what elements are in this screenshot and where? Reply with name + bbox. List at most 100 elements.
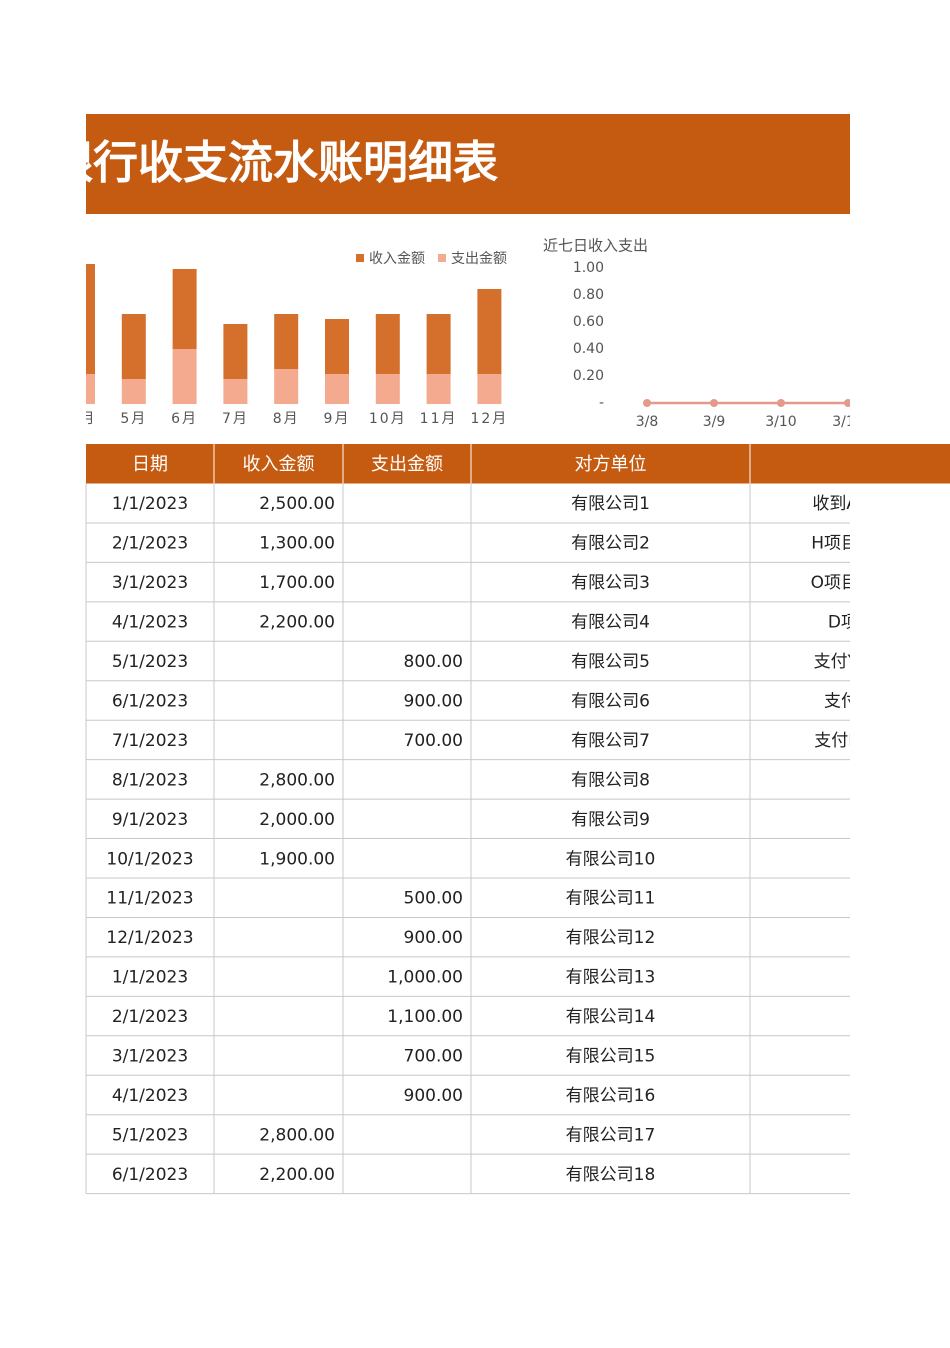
y-tick-label: 0.40 [573, 341, 604, 357]
table-cell: 支付Y [814, 652, 859, 672]
table-cell: 1,100.00 [387, 1007, 463, 1027]
table-cell: 12/1/2023 [106, 928, 193, 948]
point [844, 399, 850, 407]
table-cell: 有限公司9 [571, 810, 650, 830]
table-cell: 有限公司3 [571, 573, 650, 593]
header-cell: 对方单位 [575, 454, 647, 475]
table-cell: 6/1/2023 [112, 691, 188, 711]
table-cell: 1,900.00 [259, 849, 335, 869]
bar [426, 314, 451, 374]
table-cell: 1,000.00 [387, 968, 463, 988]
table-cell: 6/1/2023 [112, 1165, 188, 1185]
bar [86, 374, 95, 404]
table-cell: 有限公司2 [571, 534, 650, 554]
point [777, 399, 785, 407]
table-cell: 2/1/2023 [112, 1007, 188, 1027]
table-header-bg [86, 444, 950, 484]
table-cell: 有限公司16 [566, 1086, 656, 1106]
table-cell: 10/1/2023 [106, 849, 193, 869]
header-cell: 支出金额 [371, 454, 443, 475]
y-tick-label: 0.20 [573, 368, 604, 384]
bar-chart: 4月 5月 6月 7月 8月 9月 10月 11月 12月 收入金额 支出金额 [70, 251, 508, 427]
legend-label: 支出金额 [451, 251, 507, 267]
table-cell: H项目 [811, 534, 858, 554]
table-cell: 有限公司13 [566, 968, 656, 988]
x-tick-label: 6月 [171, 411, 198, 427]
legend-label: 收入金额 [369, 251, 425, 267]
x-tick-label: 3/11 [832, 414, 863, 430]
table-cell: 500.00 [404, 889, 463, 909]
table-cell: 7/1/2023 [112, 731, 188, 751]
bar [172, 269, 197, 349]
title: 银行收支流水账明细表 [48, 136, 498, 189]
table-cell: 8/1/2023 [112, 770, 188, 790]
table-cell: 5/1/2023 [112, 1125, 188, 1145]
x-tick-label: 5月 [120, 411, 147, 427]
table-cell: 有限公司10 [566, 849, 656, 869]
bar [325, 319, 349, 374]
table: 日期 收入金额 支出金额 对方单位 1/1/2023 2,500.00 有限公司1 收到A 2/… [85, 444, 950, 1195]
legend-swatch [438, 254, 446, 262]
table-cell: 700.00 [404, 731, 463, 751]
table-cell: O项目 [811, 573, 858, 593]
table-cell: 有限公司8 [571, 770, 650, 790]
chart-title: 近七日收入支出 [543, 237, 648, 255]
bar [274, 314, 299, 369]
header-cell: 收入金额 [243, 454, 315, 475]
x-tick-label: 3/8 [636, 414, 659, 430]
table-cell: 有限公司7 [571, 731, 650, 751]
table-cell: 1/1/2023 [112, 968, 188, 988]
bar [325, 374, 349, 404]
point [710, 399, 718, 407]
legend-swatch [356, 254, 364, 262]
bar [426, 374, 451, 404]
table-cell: 有限公司11 [566, 889, 656, 909]
table-cell: 有限公司15 [566, 1047, 656, 1067]
x-tick-label: 4月 [70, 411, 97, 427]
table-cell: 2,800.00 [259, 770, 335, 790]
table-cell: 支付F [814, 731, 858, 751]
table-cell: 2,200.00 [259, 613, 335, 633]
table-cell: 700.00 [404, 1047, 463, 1067]
y-tick-label: 0.80 [573, 287, 604, 303]
table-cell: 11/1/2023 [106, 889, 193, 909]
table-cell: 有限公司14 [566, 1007, 656, 1027]
bar [172, 349, 197, 404]
table-cell: 900.00 [404, 691, 463, 711]
table-cell: 1,700.00 [259, 573, 335, 593]
table-cell: 有限公司1 [571, 494, 650, 514]
table-cell: 2,200.00 [259, 1165, 335, 1185]
banner-group: 银行收支流水账明细表 [48, 114, 850, 214]
table-cell: 2,500.00 [259, 494, 335, 514]
x-tick-label: 12月 [470, 411, 508, 427]
table-cell: D项 [828, 613, 858, 633]
bar [121, 379, 146, 404]
table-cell: 4/1/2023 [112, 613, 188, 633]
bar [375, 374, 400, 404]
bar [86, 264, 95, 374]
table-cell: 4/1/2023 [112, 1086, 188, 1106]
x-tick-label: 8月 [273, 411, 300, 427]
y-tick-label: 1.00 [573, 260, 604, 276]
table-cell: 有限公司12 [566, 928, 656, 948]
x-tick-label: 9月 [324, 411, 351, 427]
header-cell: 日期 [132, 454, 168, 475]
bar [223, 324, 248, 379]
x-tick-label: 11月 [420, 411, 458, 427]
table-cell: 2,000.00 [259, 810, 335, 830]
banner [86, 114, 850, 214]
table-cell: 有限公司18 [566, 1165, 656, 1185]
table-cell: 9/1/2023 [112, 810, 188, 830]
table-cell: 800.00 [404, 652, 463, 672]
bar [121, 314, 146, 379]
y-tick-label: 0.60 [573, 314, 604, 330]
x-tick-label: 7月 [222, 411, 249, 427]
bar [375, 314, 400, 374]
point [643, 399, 651, 407]
y-tick-label: - [599, 395, 604, 411]
table-cell: 收到A [812, 494, 858, 514]
line-chart: 近七日收入支出 - 0.20 0.40 0.60 0.80 1.00 3/8 3/9 3/10 3/… [543, 237, 863, 430]
table-cell: 有限公司5 [571, 652, 650, 672]
table-cell: 有限公司6 [571, 691, 650, 711]
